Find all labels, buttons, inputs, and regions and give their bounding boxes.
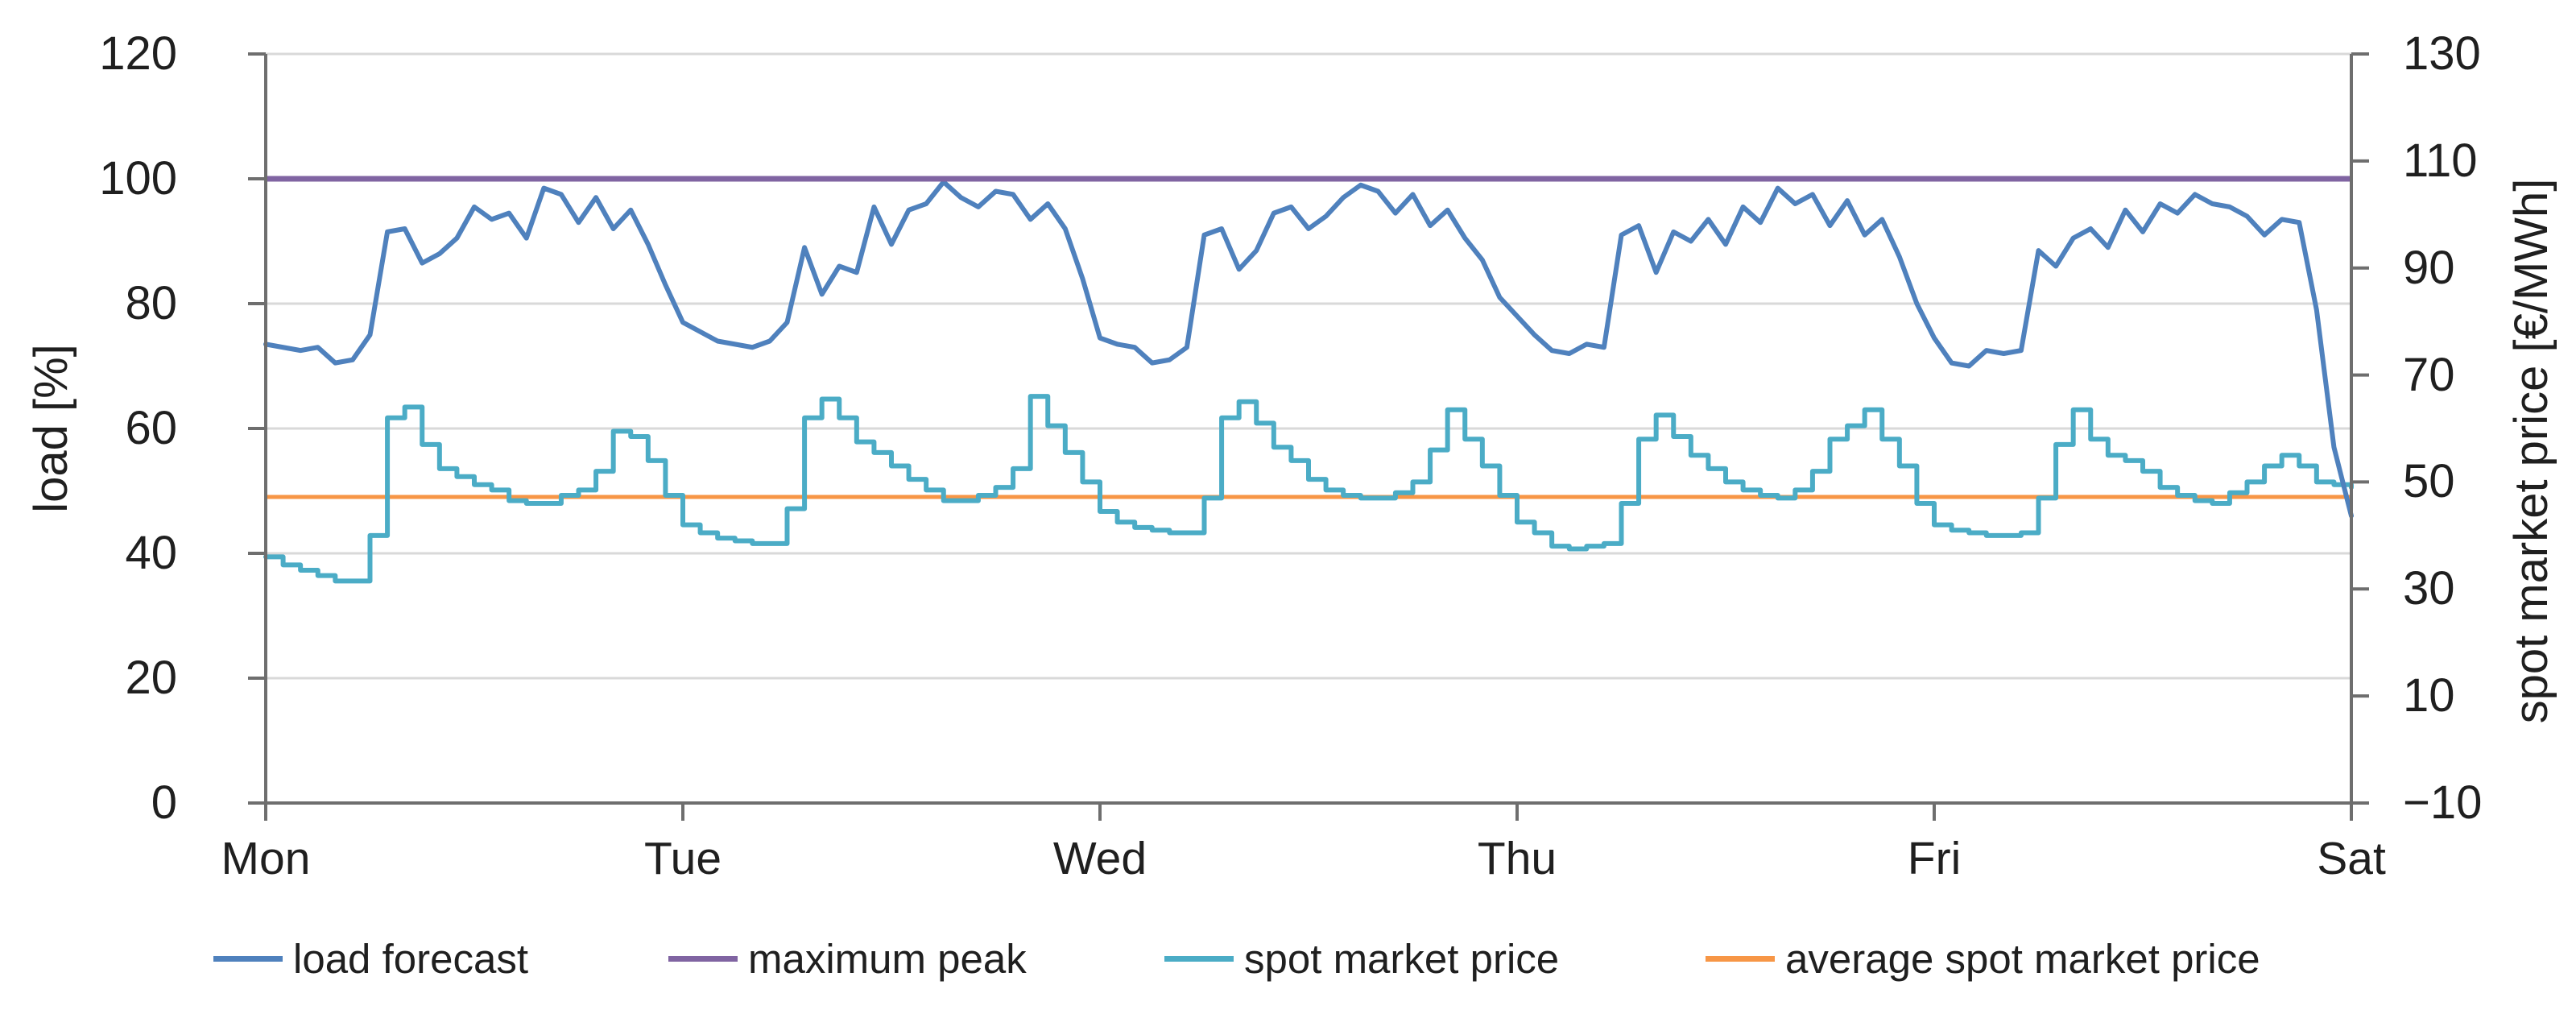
legend-item-average-spot-market-price: average spot market price — [1706, 928, 2260, 989]
legend-line-swatch — [1164, 955, 1234, 962]
left-axis-tick-label: 40 — [125, 527, 177, 579]
legend-label: spot market price — [1244, 935, 1560, 982]
legend-label: average spot market price — [1785, 935, 2260, 982]
x-axis-label-sat: Sat — [2317, 833, 2386, 884]
right-axis-tick-label: 110 — [2403, 134, 2478, 187]
x-axis-label-fri: Fri — [1907, 833, 1962, 884]
legend-label: load forecast — [293, 935, 529, 982]
left-axis-tick-label: 80 — [125, 277, 177, 329]
right-axis-title: spot market price [€/MWh] — [2505, 178, 2557, 724]
right-axis-tick-label: 90 — [2403, 241, 2455, 294]
left-axis-tick-label: 20 — [125, 652, 177, 704]
x-axis-label-mon: Mon — [221, 833, 311, 884]
left-axis-tick-label: 120 — [99, 27, 177, 80]
series-spot-market-price — [263, 394, 2354, 584]
legend-item-maximum-peak: maximum peak — [668, 928, 1027, 989]
left-axis-tick-label: 0 — [151, 776, 177, 829]
x-axis-label-wed: Wed — [1052, 833, 1147, 884]
legend-item-spot-market-price: spot market price — [1164, 928, 1559, 989]
legend-line-swatch — [1706, 955, 1775, 962]
series-load-forecast — [263, 179, 2354, 519]
right-axis-tick-label: 10 — [2403, 669, 2455, 722]
left-axis-tick-label: 100 — [99, 152, 177, 205]
x-axis-label-thu: Thu — [1477, 833, 1557, 884]
legend-line-swatch — [668, 955, 738, 962]
right-axis-tick-label: 130 — [2403, 27, 2481, 80]
legend-line-swatch — [213, 955, 283, 962]
legend-item-load-forecast: load forecast — [213, 928, 528, 989]
left-axis-tick-label: 60 — [125, 402, 177, 454]
legend-label: maximum peak — [748, 935, 1027, 982]
left-axis-title: load [%] — [25, 344, 77, 513]
right-axis-tick-label: 50 — [2403, 455, 2455, 508]
right-axis-tick-label: −10 — [2403, 776, 2483, 829]
x-axis-label-tue: Tue — [643, 833, 722, 884]
right-axis-tick-label: 70 — [2403, 348, 2455, 401]
right-axis-tick-label: 30 — [2403, 562, 2455, 615]
